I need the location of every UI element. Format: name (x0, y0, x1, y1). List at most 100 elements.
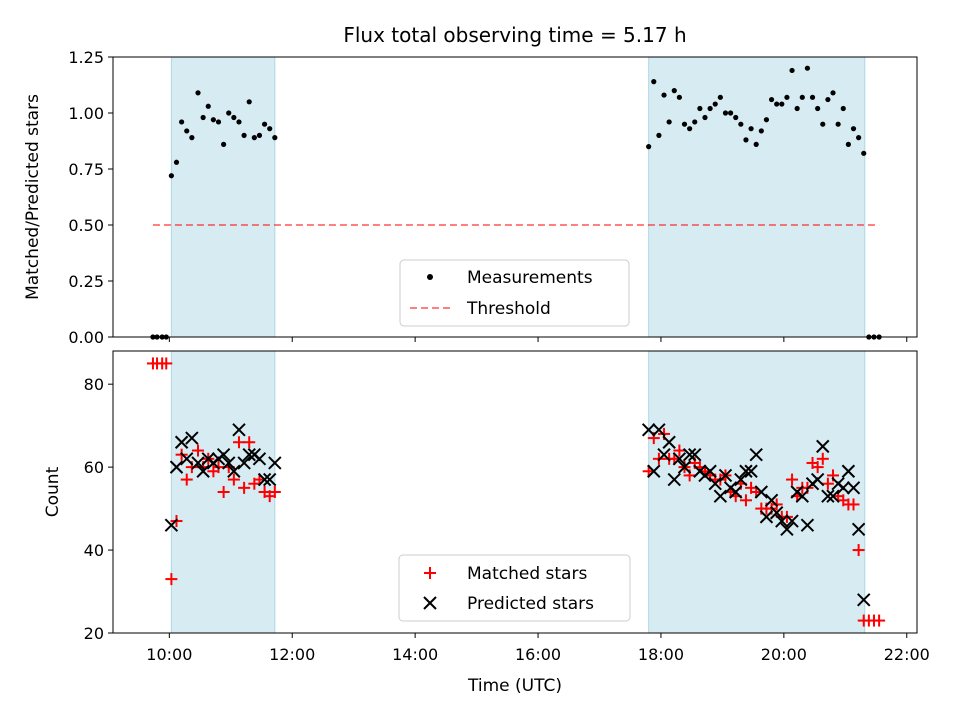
bottom-y-tick-label: 40 (84, 541, 104, 560)
predicted-star-point (816, 439, 830, 454)
predicted-star-point (708, 476, 722, 491)
measurement-point (205, 103, 211, 109)
measurement-point (651, 79, 657, 85)
predicted-star-point (242, 447, 256, 462)
measurement-point (804, 65, 811, 71)
matched-star-point (786, 473, 799, 486)
measurement-point (748, 126, 754, 132)
predicted-star-point (729, 485, 743, 499)
measurement-point (189, 135, 195, 141)
matched-star-point (217, 486, 230, 498)
measurement-point (753, 141, 759, 147)
predicted-star-point (718, 468, 733, 483)
top-y-tick-label: 0.50 (68, 216, 104, 235)
measurement-point (763, 117, 770, 123)
predicted-star-point (232, 423, 246, 437)
x-tick-label: 16:00 (515, 645, 561, 664)
predicted-star-point (800, 518, 815, 532)
predicted-star-point (846, 481, 861, 495)
matched-star-point (852, 544, 865, 557)
measurement-point (226, 110, 232, 116)
measurement-point (835, 121, 841, 127)
legend-measurements-label: Measurements (467, 268, 593, 288)
predicted-star-point (641, 423, 656, 437)
predicted-star-point (851, 522, 866, 537)
predicted-star-point (227, 464, 241, 478)
measurement-point (717, 94, 723, 100)
predicted-star-point (262, 472, 277, 487)
measurement-point (215, 119, 222, 125)
legend-measurements-marker (427, 274, 433, 280)
predicted-star-point (744, 464, 758, 478)
top-y-axis-label: Matched/Predicted stars (23, 94, 43, 300)
x-axis-label: Time (UTC) (467, 676, 562, 696)
bottom-y-axis-label: Count (43, 466, 63, 517)
measurement-point (830, 90, 836, 96)
measurement-point (241, 132, 247, 138)
measurement-point (221, 141, 227, 147)
measurement-point (738, 121, 744, 127)
measurement-point (179, 119, 185, 125)
measurement-point (687, 126, 693, 132)
top-y-tick-label: 0.75 (68, 160, 104, 179)
measurement-point (799, 94, 805, 100)
predicted-star-point (780, 522, 794, 537)
predicted-star-point (682, 447, 697, 462)
predicted-star-point (196, 464, 210, 478)
predicted-star-point (688, 447, 702, 462)
measurement-point (256, 132, 263, 138)
measurement-points (150, 65, 882, 340)
measurement-point (707, 105, 713, 112)
measurement-point (681, 121, 688, 127)
predicted-star-point (652, 423, 666, 437)
predicted-star-point (667, 472, 681, 487)
measurement-point (779, 101, 785, 107)
top-y-tick-label: 1.00 (68, 104, 104, 123)
predicted-star-point (795, 489, 809, 503)
measurement-point (727, 110, 734, 116)
predicted-star-point (662, 435, 676, 449)
measurement-point (825, 96, 831, 103)
predicted-star-point (237, 456, 251, 470)
predicted-star-point (739, 464, 753, 478)
predicted-star-point (749, 447, 763, 462)
matched-star-point (160, 357, 173, 370)
count-panel: 10:00 12:00 14:00 16:00 18:00 20:00 22:00 20 40… (43, 350, 930, 696)
x-tick-label: 14:00 (392, 645, 438, 664)
predicted-star-point (713, 489, 728, 503)
measurement-point (774, 101, 780, 107)
measurement-point (200, 114, 206, 121)
predicted-star-point (677, 460, 692, 474)
predicted-star-point (734, 472, 748, 487)
bottom-y-tick-label: 20 (84, 624, 104, 643)
predicted-star-point (169, 460, 184, 474)
top-y-tick-label: 1.25 (68, 48, 104, 67)
predicted-star-point (841, 464, 856, 478)
ratio-panel: 0.00 0.25 0.50 0.75 1.00 1.25 Matched/Predict… (23, 48, 918, 347)
matched-star-point (821, 477, 834, 490)
matched-star-point (739, 494, 752, 507)
predicted-star-point (836, 481, 850, 495)
measurement-point (251, 135, 257, 141)
predicted-star-point (703, 464, 717, 478)
measurement-point (794, 105, 800, 112)
matched-star-point (232, 436, 245, 449)
predicted-star-point (810, 472, 825, 487)
measurement-point (656, 132, 662, 138)
measurement-point (646, 144, 652, 150)
bottom-y-tick-label: 80 (84, 375, 104, 394)
measurement-point (676, 94, 682, 100)
predicted-star-point (180, 452, 194, 466)
matched-star-point (243, 436, 256, 449)
x-tick-label: 22:00 (884, 645, 930, 664)
measurement-point (820, 121, 826, 127)
measurement-point (267, 126, 273, 132)
measurement-point (758, 128, 764, 134)
top-x-tick-marks (168, 337, 908, 342)
matched-star-point (673, 444, 686, 457)
measurement-point (702, 114, 708, 121)
legend-matched-label: Matched stars (467, 564, 587, 584)
measurement-point (173, 159, 180, 165)
predicted-star-point (769, 506, 784, 520)
